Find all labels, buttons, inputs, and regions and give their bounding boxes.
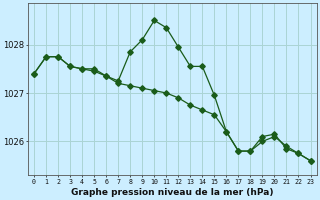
X-axis label: Graphe pression niveau de la mer (hPa): Graphe pression niveau de la mer (hPa): [71, 188, 274, 197]
